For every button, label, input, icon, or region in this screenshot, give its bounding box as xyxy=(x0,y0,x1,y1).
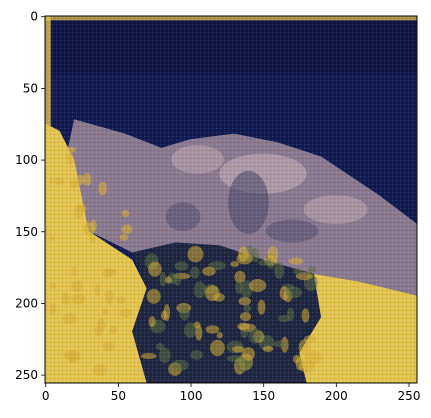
x-tick-label: 100 xyxy=(180,389,203,403)
x-tick-label: 200 xyxy=(325,389,348,403)
y-axis: 0 50 100 150 200 250 xyxy=(15,10,45,382)
x-tick-label: 150 xyxy=(252,389,275,403)
y-tick-label: 100 xyxy=(15,153,38,167)
dither-overlay xyxy=(45,16,417,383)
y-tick-label: 0 xyxy=(30,10,38,24)
image-area xyxy=(45,16,417,383)
axes-frame xyxy=(44,15,418,384)
x-tick-label: 250 xyxy=(398,389,421,403)
y-tick-label: 200 xyxy=(15,296,38,310)
x-axis: 0 50 100 150 200 250 xyxy=(42,383,421,403)
x-tick-label: 50 xyxy=(111,389,126,403)
y-tick-label: 250 xyxy=(15,368,38,382)
x-tick-label: 0 xyxy=(42,389,50,403)
y-tick-label: 50 xyxy=(23,81,38,95)
y-tick-label: 150 xyxy=(15,225,38,239)
